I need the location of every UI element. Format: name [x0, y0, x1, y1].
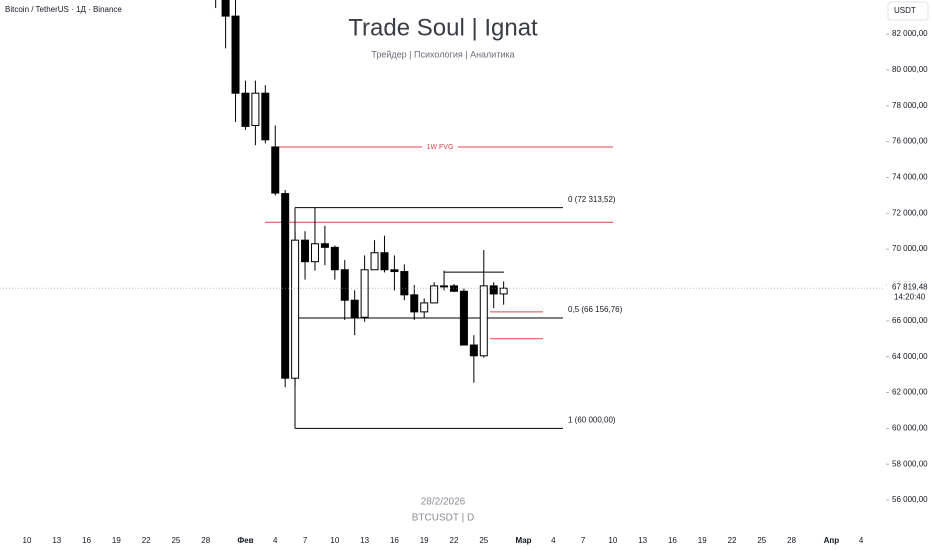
- y-tick-label: 70 000,00: [892, 244, 928, 253]
- x-tick-label: 16: [390, 536, 399, 545]
- candle-body: [380, 252, 389, 271]
- y-tick-label: 82 000,00: [892, 29, 928, 38]
- x-tick-label: Фев: [237, 536, 253, 545]
- chart-title: Trade Soul | Ignat: [348, 14, 538, 41]
- watermark-symbol: BTCUSDT | D: [412, 513, 474, 524]
- x-tick-label: 28: [787, 536, 796, 545]
- candle-body: [330, 246, 339, 271]
- candle-body: [271, 146, 280, 194]
- x-tick-label: 16: [82, 536, 91, 545]
- chart-subtitle: Трейдер | Психология | Аналитика: [371, 49, 514, 59]
- candle-body: [231, 15, 240, 94]
- level-label: 0 (72 313,52): [568, 195, 616, 204]
- y-tick-label: 58 000,00: [892, 459, 928, 468]
- candle-body: [310, 243, 319, 263]
- candle-body: [350, 299, 359, 318]
- candle-body: [340, 269, 349, 301]
- x-tick-label: 28: [201, 536, 210, 545]
- x-tick-label: 13: [360, 536, 369, 545]
- x-tick-label: 19: [112, 536, 121, 545]
- level-label: 0,5 (66 156,76): [568, 305, 623, 314]
- x-tick-label: 10: [330, 536, 339, 545]
- x-tick-label: Мар: [515, 536, 531, 545]
- candle-body: [261, 92, 270, 141]
- x-tick-label: 10: [23, 536, 32, 545]
- x-tick-label: 16: [668, 536, 677, 545]
- x-tick-label: 25: [757, 536, 766, 545]
- x-tick-label: Апр: [824, 536, 840, 545]
- last-price: 67 819,48: [892, 282, 928, 291]
- symbol-label: Bitcoin / TetherUS · 1Д · Binance: [5, 5, 122, 14]
- candle-body: [370, 252, 379, 271]
- x-tick-label: 13: [52, 536, 61, 545]
- y-tick-label: 64 000,00: [892, 352, 928, 361]
- candle-body: [360, 269, 369, 318]
- y-tick-label: 56 000,00: [892, 495, 928, 504]
- x-tick-label: 7: [303, 536, 308, 545]
- y-tick-label: 72 000,00: [892, 208, 928, 217]
- level-label: 1 (60 000,00): [568, 415, 616, 424]
- candle-body: [420, 302, 429, 313]
- x-tick-label: 22: [142, 536, 151, 545]
- candle-body: [251, 92, 260, 126]
- currency[interactable]: USDT: [894, 6, 916, 15]
- candle-body: [320, 243, 329, 248]
- candle-body: [479, 285, 488, 357]
- y-tick-label: 74 000,00: [892, 173, 928, 182]
- x-tick-label: 25: [171, 536, 180, 545]
- x-tick-label: 19: [698, 536, 707, 545]
- x-tick-label: 10: [608, 536, 617, 545]
- x-tick-label: 4: [859, 536, 864, 545]
- level-label: 1W FVG: [427, 144, 454, 151]
- candle-body: [499, 287, 508, 295]
- candle-body: [469, 344, 478, 357]
- x-tick-label: 7: [581, 536, 586, 545]
- x-tick-label: 4: [551, 536, 556, 545]
- candle-body: [449, 285, 458, 292]
- currency-box[interactable]: [887, 1, 929, 21]
- candle-body: [281, 193, 290, 379]
- last-price-box: [887, 281, 932, 304]
- y-tick-label: 62 000,00: [892, 388, 928, 397]
- candle-body: [291, 239, 300, 379]
- candle-body: [410, 294, 419, 313]
- candle-body: [241, 92, 250, 127]
- candle-body: [221, 0, 230, 17]
- y-tick-label: 80 000,00: [892, 65, 928, 74]
- plot-area: 1W FVG 0 (72 313,52) 0,5 (66 156,76) 1 (60 …: [0, 0, 885, 429]
- y-tick-label: 66 000,00: [892, 316, 928, 325]
- x-tick-label: 13: [638, 536, 647, 545]
- y-tick-label: 78 000,00: [892, 101, 928, 110]
- watermark-date: 28/2/2026: [421, 497, 466, 508]
- candle-body: [301, 239, 310, 263]
- candle-body: [489, 285, 498, 295]
- candle-body: [390, 269, 399, 273]
- x-tick-label: 25: [479, 536, 488, 545]
- candle-body: [400, 271, 409, 296]
- x-tick-label: 22: [450, 536, 459, 545]
- candle-body: [440, 285, 449, 288]
- x-tick-label: 19: [420, 536, 429, 545]
- y-tick-label: 76 000,00: [892, 137, 928, 146]
- candle-body: [459, 290, 468, 346]
- x-tick-label: 22: [728, 536, 737, 545]
- x-tick-label: 4: [273, 536, 278, 545]
- y-tick-label: 60 000,00: [892, 423, 928, 432]
- candle-body: [430, 285, 439, 304]
- countdown: 14:20:40: [894, 292, 926, 301]
